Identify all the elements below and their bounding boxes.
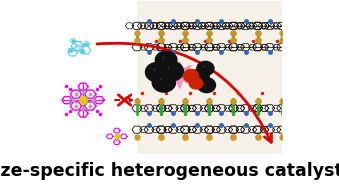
FancyBboxPatch shape: [137, 1, 282, 154]
Polygon shape: [163, 62, 196, 88]
Circle shape: [155, 51, 177, 69]
Circle shape: [183, 70, 199, 82]
Circle shape: [145, 63, 169, 82]
Circle shape: [189, 78, 203, 89]
Circle shape: [191, 69, 209, 85]
Circle shape: [160, 62, 183, 81]
Circle shape: [197, 61, 214, 75]
Text: Size-specific heterogeneous catalyst !: Size-specific heterogeneous catalyst !: [0, 162, 339, 180]
Circle shape: [198, 78, 216, 93]
Circle shape: [152, 73, 176, 92]
